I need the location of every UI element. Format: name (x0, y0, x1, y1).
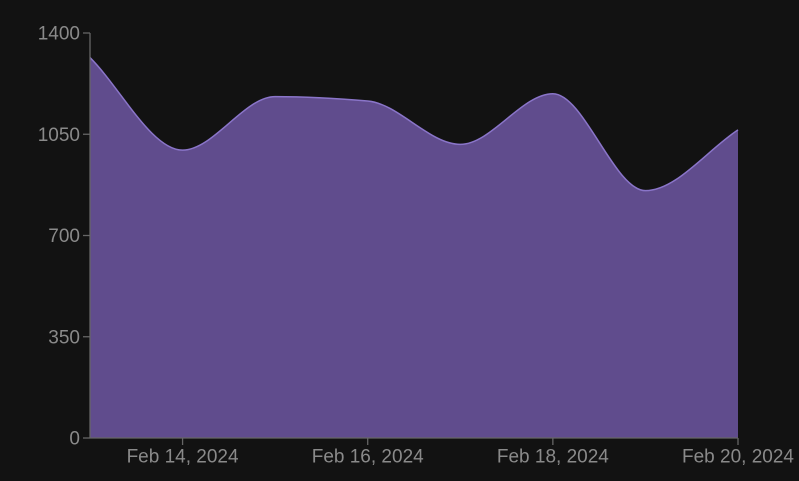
y-tick-label: 1050 (38, 125, 80, 146)
y-tick-label: 350 (48, 327, 80, 348)
area-line (89, 57, 739, 192)
plot-area (89, 57, 739, 439)
y-tick-label: 0 (69, 429, 80, 450)
axes: 0 350 700 1050 1400 Feb 14, 2024 Feb 16, 2024 F… (38, 24, 795, 468)
x-tick-label: Feb 14, 2024 (127, 447, 239, 468)
y-tick-label: 700 (48, 226, 80, 247)
x-tick-label: Feb 20, 2024 (682, 447, 794, 468)
x-tick-label: Feb 16, 2024 (312, 447, 424, 468)
y-tick-label: 1400 (38, 24, 80, 45)
area-fill (90, 57, 738, 439)
x-tick-label: Feb 18, 2024 (497, 447, 609, 468)
